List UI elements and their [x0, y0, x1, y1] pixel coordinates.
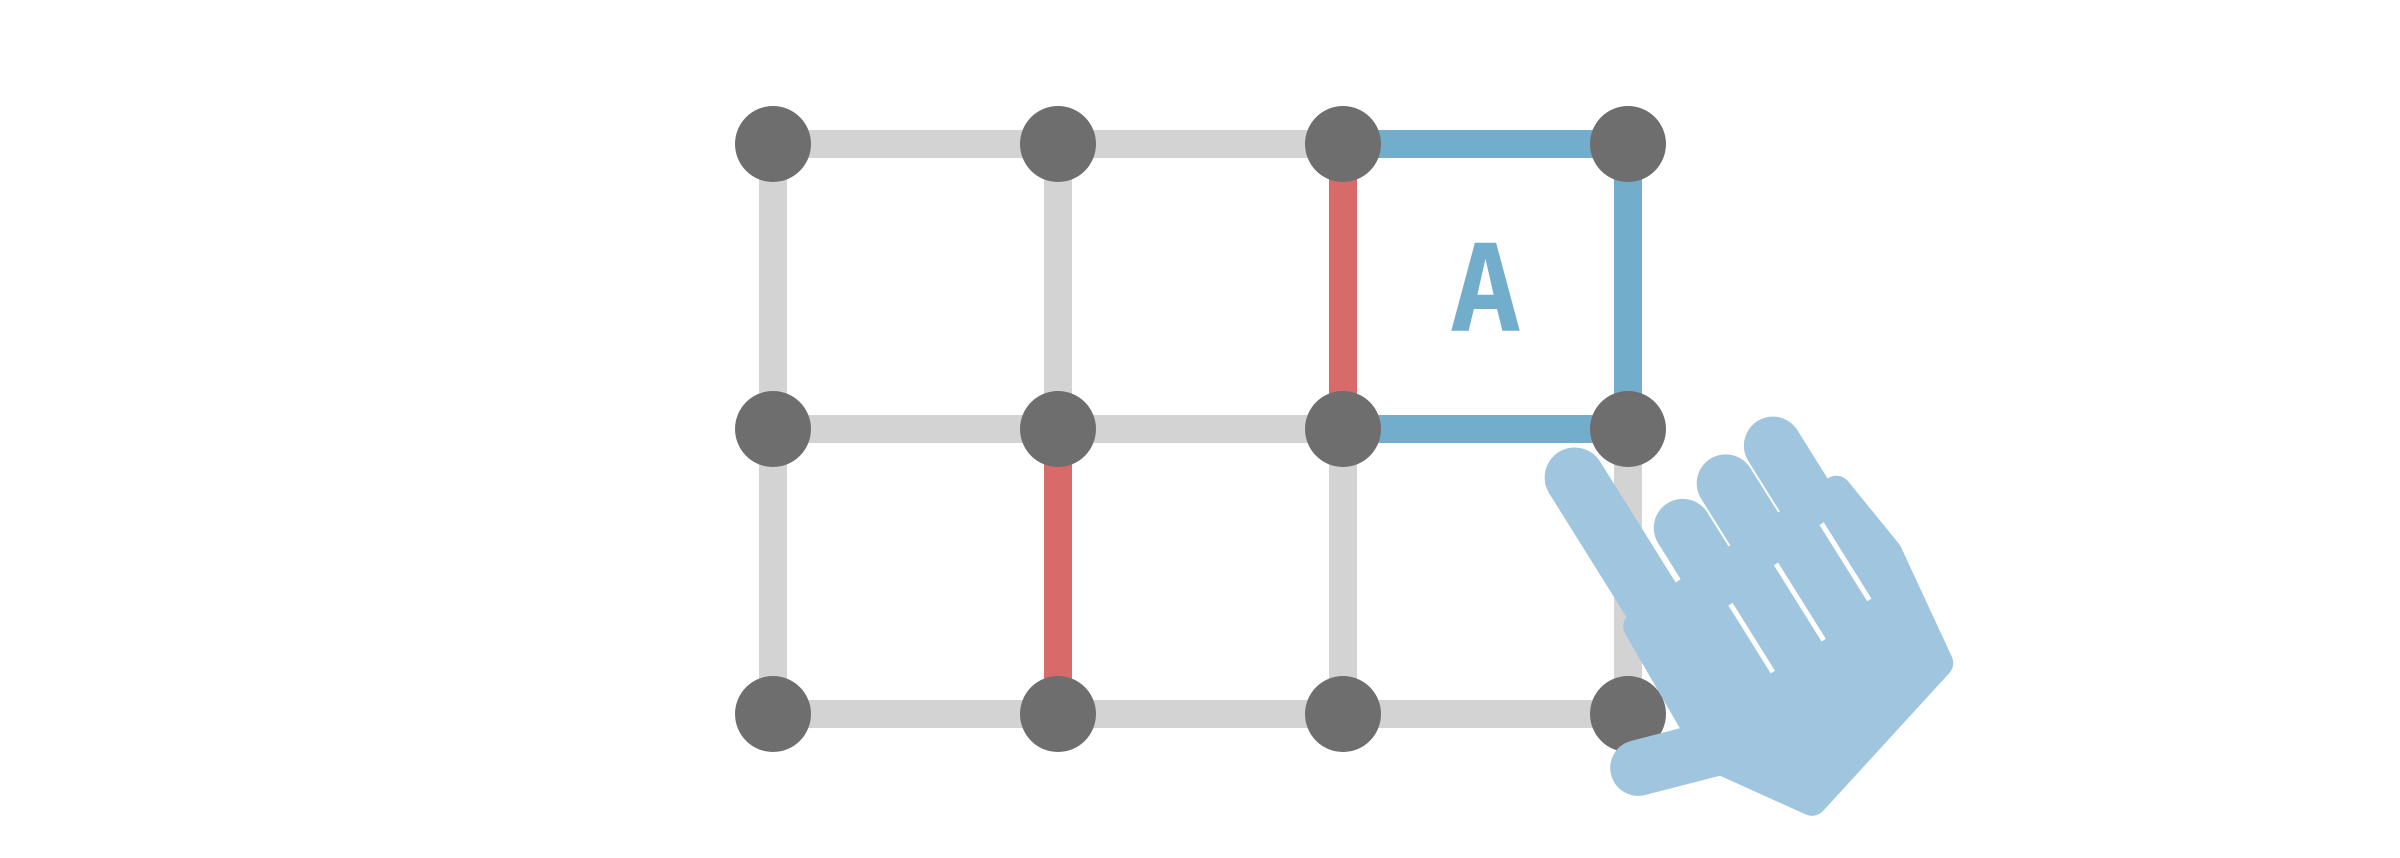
box-owner-label: A [1449, 221, 1521, 360]
dot-1-2 [1305, 391, 1381, 467]
claimed-boxes-layer: A [1449, 221, 1521, 360]
hand-knuckle-line [1773, 562, 1826, 642]
dot-1-3 [1590, 391, 1666, 467]
dot-2-0 [735, 676, 811, 752]
dots-layer [735, 106, 1666, 752]
dot-0-0 [735, 106, 811, 182]
dot-1-1 [1020, 391, 1096, 467]
hand-knuckle-line [1819, 522, 1872, 602]
dot-1-0 [735, 391, 811, 467]
hand-finger [1610, 715, 1763, 796]
dot-0-2 [1305, 106, 1381, 182]
dot-2-1 [1020, 676, 1096, 752]
dot-2-2 [1305, 676, 1381, 752]
dot-0-1 [1020, 106, 1096, 182]
dot-2-3 [1590, 676, 1666, 752]
dot-0-3 [1590, 106, 1666, 182]
hand-knuckle-line [1728, 602, 1775, 674]
pointing-hand-icon [1544, 416, 1954, 816]
